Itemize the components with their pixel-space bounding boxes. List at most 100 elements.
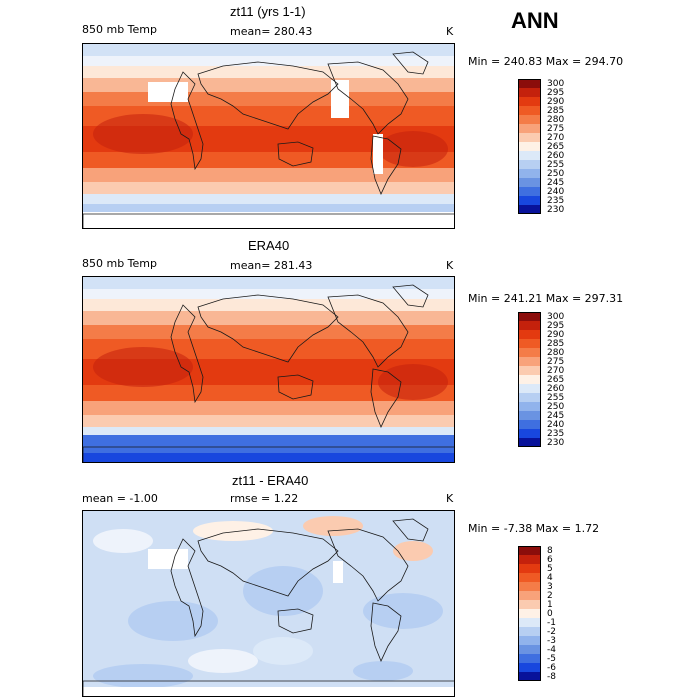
- colorbar-label: -3: [547, 636, 556, 646]
- colorbar-label: 230: [547, 438, 565, 448]
- colorbar-swatch: [518, 384, 541, 393]
- colorbar-label: 295: [547, 88, 565, 98]
- colorbar-swatch: [518, 366, 541, 375]
- coastline: [83, 446, 454, 462]
- colorbar-diff: 8 6 5 4 3 2 1 0 -1 -2 -3 -4 -5 -6 -8: [518, 546, 556, 682]
- missing-data: [83, 687, 454, 696]
- minmax-label-obs: Min = 241.21 Max = 297.31: [468, 292, 624, 305]
- contour-band: [83, 289, 454, 299]
- colorbar-label: 245: [547, 178, 565, 188]
- colorbar-label: 230: [547, 205, 565, 215]
- colorbar-label: -4: [547, 645, 556, 655]
- coastline: [197, 294, 339, 363]
- colorbar-label: 280: [547, 348, 565, 358]
- contour-patch: [363, 593, 443, 629]
- colorbar-swatch: [518, 312, 541, 321]
- contour-band: [83, 415, 454, 427]
- coastline: [83, 680, 454, 696]
- coastline: [197, 61, 339, 130]
- colorbar-swatch: [518, 178, 541, 187]
- coastline: [392, 51, 429, 75]
- missing-data: [373, 134, 383, 174]
- colorbar-label: 300: [547, 79, 565, 89]
- colorbar-swatch: [518, 402, 541, 411]
- panel-title-diff: zt11 - ERA40: [232, 473, 309, 488]
- contour-patch: [93, 114, 193, 154]
- panel-title-model: zt11 (yrs 1-1): [230, 4, 306, 19]
- colorbar-label: 250: [547, 169, 565, 179]
- contour-band: [83, 168, 454, 182]
- colorbar-swatch: [518, 573, 541, 582]
- colorbar-label: 4: [547, 573, 553, 583]
- coastline: [392, 284, 429, 308]
- colorbar-label: 250: [547, 402, 565, 412]
- colorbar-swatch: [518, 205, 541, 214]
- colorbar-swatch: [518, 115, 541, 124]
- variable-label-model: 850 mb Temp: [82, 23, 158, 36]
- contour-patch: [243, 566, 323, 616]
- contour-patch: [193, 521, 273, 541]
- contour-band: [83, 194, 454, 204]
- coastline: [83, 213, 454, 228]
- colorbar-swatch: [518, 672, 541, 681]
- colorbar-label: 255: [547, 160, 565, 170]
- colorbar-swatch: [518, 375, 541, 384]
- coastline: [170, 71, 204, 171]
- colorbar-label: 290: [547, 97, 565, 107]
- units-label-obs: K: [446, 259, 454, 272]
- colorbar-swatch: [518, 133, 541, 142]
- colorbar-swatch: [518, 160, 541, 169]
- contour-band: [83, 44, 454, 56]
- contour-band: [83, 78, 454, 92]
- mean-label-diff: mean = -1.00: [82, 492, 158, 505]
- missing-data: [148, 549, 188, 569]
- colorbar-label: 270: [547, 366, 565, 376]
- colorbar-label: 0: [547, 609, 553, 619]
- colorbar-swatch: [518, 124, 541, 133]
- colorbar-swatch: [518, 654, 541, 663]
- missing-data: [83, 212, 454, 228]
- colorbar-swatch: [518, 106, 541, 115]
- colorbar-label: 265: [547, 375, 565, 385]
- contour-band: [83, 66, 454, 78]
- contour-patch: [393, 541, 433, 561]
- contour-band: [83, 311, 454, 325]
- coastline: [370, 368, 402, 429]
- colorbar-label: 260: [547, 384, 565, 394]
- colorbar-swatch: [518, 321, 541, 330]
- coastline: [277, 374, 314, 400]
- colorbar-swatch: [518, 609, 541, 618]
- colorbar-swatch: [518, 169, 541, 178]
- rmse-label-diff: rmse = 1.22: [230, 492, 299, 505]
- colorbar-label: -2: [547, 627, 556, 637]
- coastline: [170, 538, 204, 638]
- missing-data: [148, 82, 188, 102]
- map-obs: [82, 276, 455, 463]
- contour-band: [83, 277, 454, 289]
- colorbar-label: 285: [547, 339, 565, 349]
- colorbar-swatch: [518, 357, 541, 366]
- colorbar-swatch: [518, 618, 541, 627]
- colorbar-label: 240: [547, 187, 565, 197]
- colorbar-swatch: [518, 339, 541, 348]
- colorbar-obs: 300 295 290 285 280 275 270 265 260 255 250 245 240 2…: [518, 312, 564, 448]
- minmax-label-model: Min = 240.83 Max = 294.70: [468, 55, 624, 68]
- coastline: [327, 294, 409, 368]
- map-diff: [82, 510, 455, 697]
- colorbar-swatch: [518, 555, 541, 564]
- colorbar-label: 300: [547, 312, 565, 322]
- contour-band: [83, 56, 454, 66]
- colorbar-swatch: [518, 411, 541, 420]
- colorbar-label: 275: [547, 357, 565, 367]
- coastline: [370, 602, 402, 663]
- minmax-label-diff: Min = -7.38 Max = 1.72: [468, 522, 600, 535]
- colorbar-swatch: [518, 88, 541, 97]
- colorbar-label: 8: [547, 546, 553, 556]
- colorbar-label: -5: [547, 654, 556, 664]
- colorbar-swatch: [518, 429, 541, 438]
- colorbar-swatch: [518, 142, 541, 151]
- colorbar-swatch: [518, 330, 541, 339]
- coastline: [392, 518, 429, 542]
- colorbar-swatch: [518, 393, 541, 402]
- colorbar-swatch: [518, 600, 541, 609]
